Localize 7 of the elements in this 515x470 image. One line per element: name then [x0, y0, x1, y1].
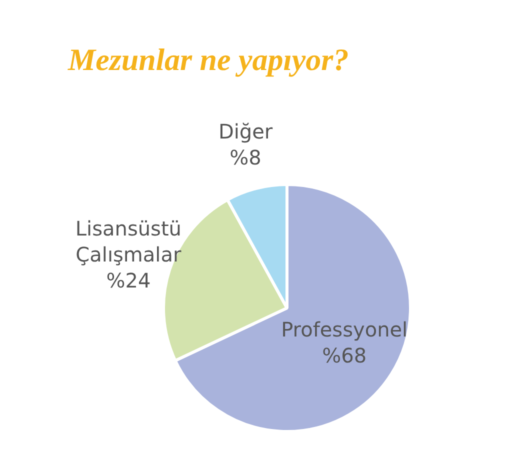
- slice-label: Professyonel: [281, 318, 408, 342]
- data-label: %68: [322, 344, 367, 368]
- data-label: %24: [106, 268, 151, 293]
- data-label: %8: [230, 146, 262, 170]
- slice-label: Diğer: [218, 120, 274, 144]
- slice-label: Lisansüstü Çalışmalar: [75, 216, 182, 267]
- chart-title: Mezunlar ne yapıyor?: [68, 42, 349, 78]
